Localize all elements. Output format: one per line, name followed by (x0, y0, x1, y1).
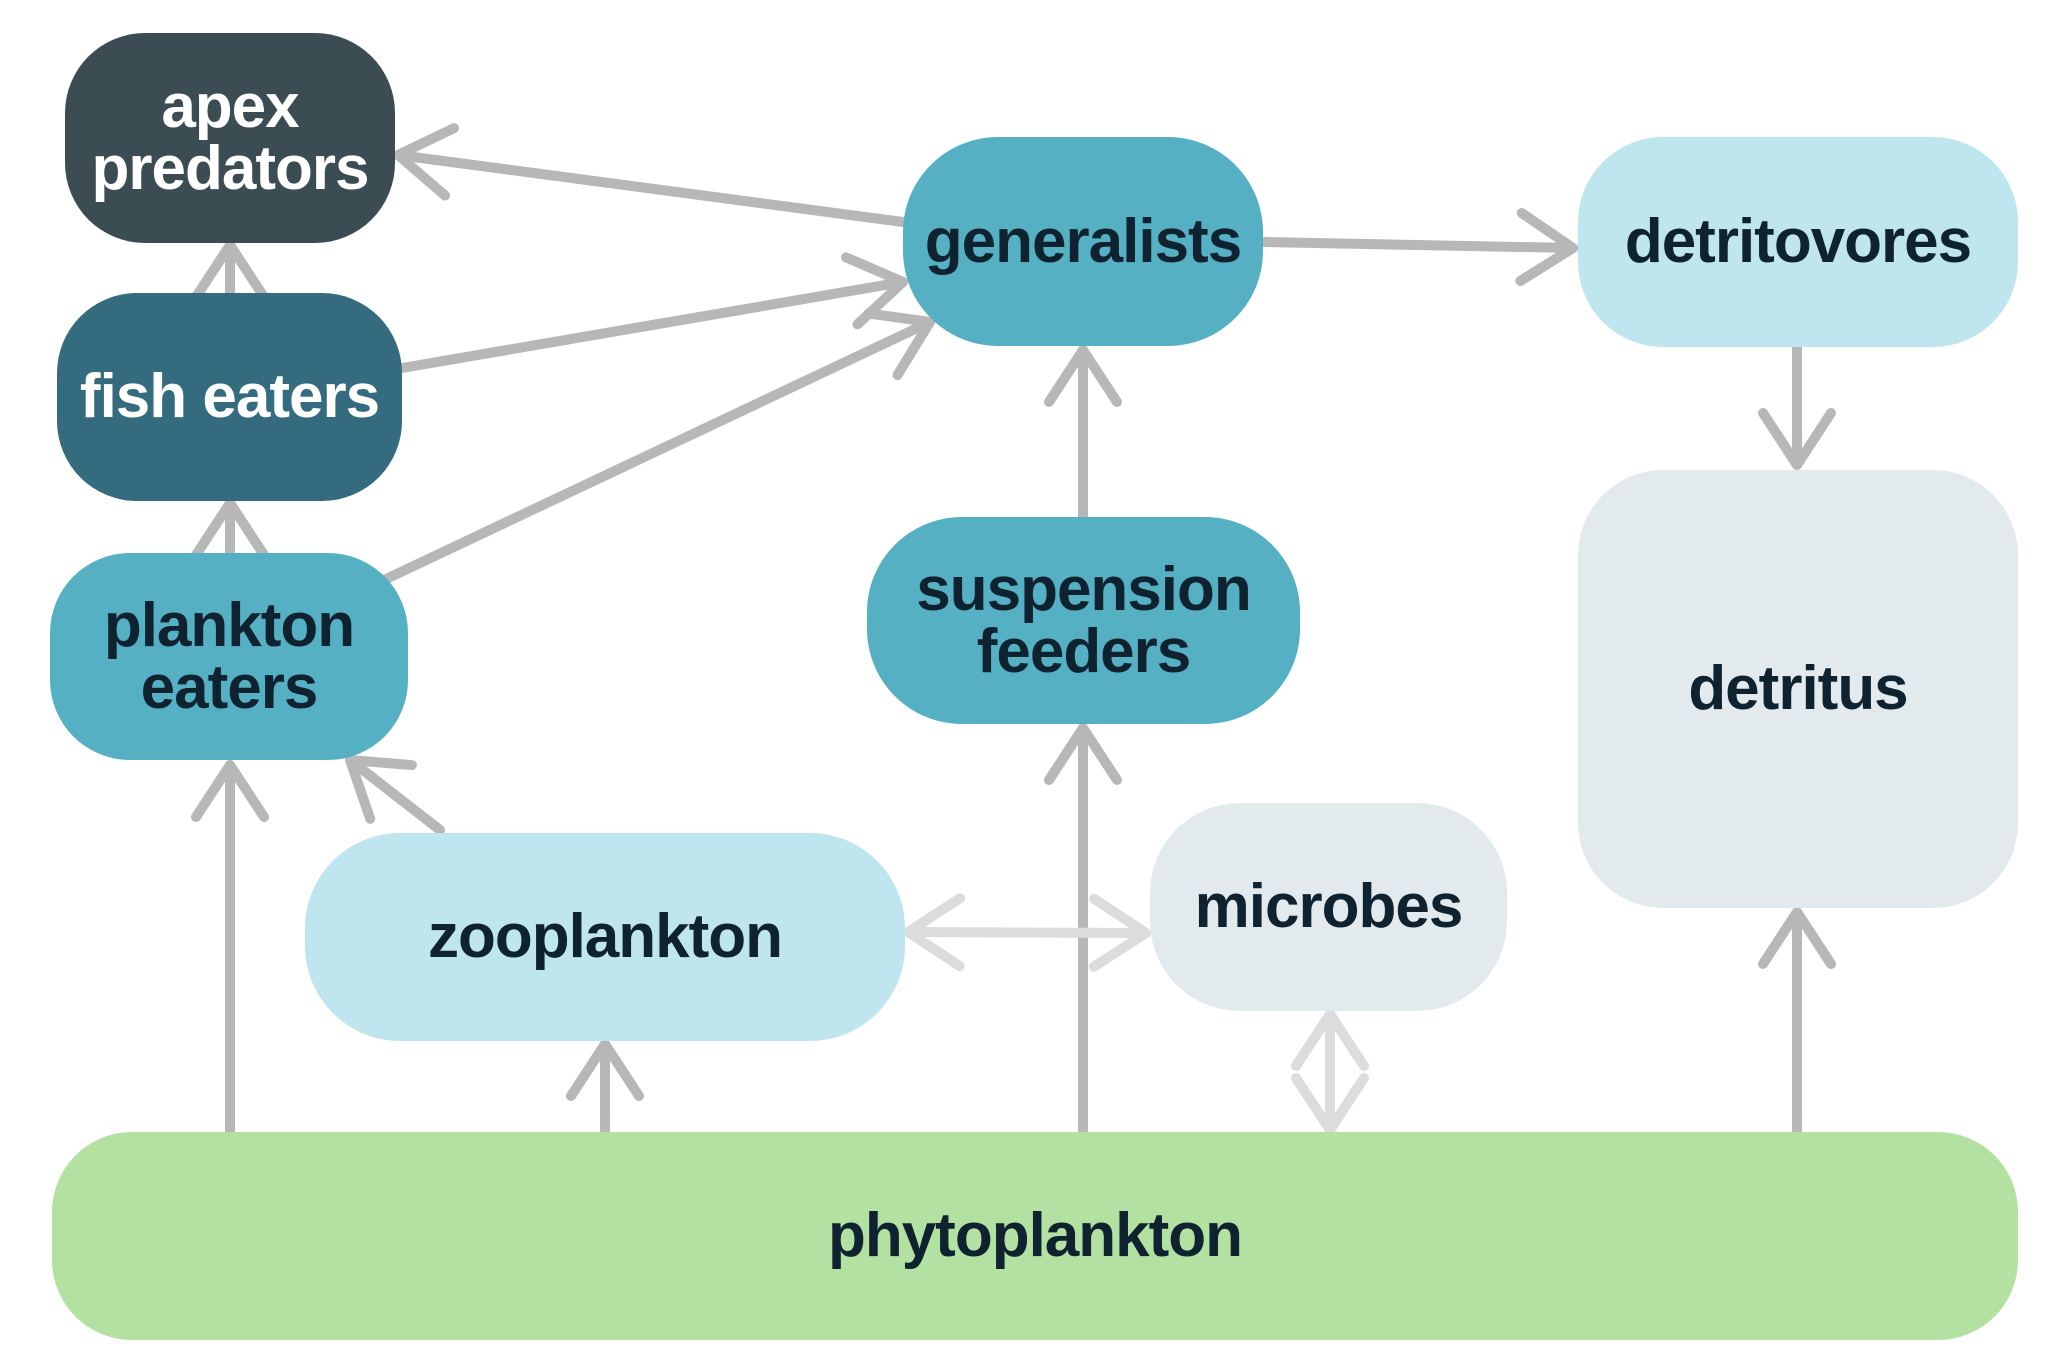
node-apex-predators: apex predators (65, 33, 395, 243)
edges-layer (191, 123, 1836, 1137)
edge-fish-to-apex (191, 240, 269, 302)
arrowhead (863, 308, 935, 380)
edge-phytoplankton-to-plankton-eaters (191, 760, 269, 1137)
edge-fish-to-generalists (397, 252, 908, 373)
node-detritovores: detritovores (1578, 137, 2018, 347)
node-suspension-feeders-label: suspension feeders (916, 554, 1252, 686)
node-fish-eaters: fish eaters (57, 293, 402, 501)
edge-phytoplankton-to-detritus (1758, 907, 1836, 1137)
edge-suspension-to-generalists (1044, 345, 1122, 522)
node-suspension-feeders: suspension feeders (867, 517, 1300, 724)
arrowhead (1044, 345, 1122, 407)
node-phytoplankton-label: phytoplankton (827, 1201, 1243, 1270)
arrowhead (566, 1039, 644, 1101)
node-plankton-eaters-label: plankton eaters (103, 590, 355, 722)
node-generalists-label: generalists (924, 206, 1242, 276)
edge-phytoplankton-to-zooplankton (566, 1039, 644, 1137)
arrowhead (1758, 408, 1836, 470)
arrowhead (191, 240, 269, 302)
arrowhead (1291, 1009, 1369, 1071)
edge-zooplankton-to-plankton-eaters (345, 755, 445, 835)
arrowhead (345, 755, 417, 824)
edge-zooplankton-to-microbes (903, 893, 1151, 972)
arrowhead (1044, 723, 1122, 785)
arrowhead (1088, 893, 1151, 972)
edge-plankton-eaters-to-fish (191, 498, 269, 560)
node-microbes-label: microbes (1194, 872, 1464, 941)
node-zooplankton: zooplankton (305, 833, 905, 1041)
edge-phytoplankton-to-microbes (1291, 1009, 1369, 1135)
arrowhead (1291, 1073, 1369, 1135)
node-fish-eaters-label: fish eaters (79, 362, 380, 431)
node-zooplankton-label: zooplankton (427, 902, 783, 971)
node-plankton-eaters: plankton eaters (50, 553, 408, 760)
node-detritus-label: detritus (1688, 654, 1908, 723)
edge-detritovores-to-detritus (1758, 342, 1836, 470)
node-microbes: microbes (1150, 803, 1507, 1011)
node-detritus: detritus (1578, 470, 2018, 908)
edge-generalists-to-detritovores (1258, 208, 1578, 286)
node-generalists: generalists (903, 137, 1263, 346)
arrowhead (393, 123, 460, 201)
arrowhead (191, 760, 269, 822)
arrowhead (903, 893, 966, 972)
edge-generalists-to-apex (393, 123, 908, 227)
node-apex-predators-label: apex predators (91, 72, 370, 203)
node-phytoplankton: phytoplankton (52, 1132, 2018, 1340)
arrowhead (1515, 208, 1578, 286)
node-detritovores-label: detritovores (1624, 207, 1972, 276)
arrowhead (191, 498, 269, 560)
edge-plankton-eaters-to-generalists (379, 308, 935, 585)
arrowhead (1758, 907, 1836, 969)
